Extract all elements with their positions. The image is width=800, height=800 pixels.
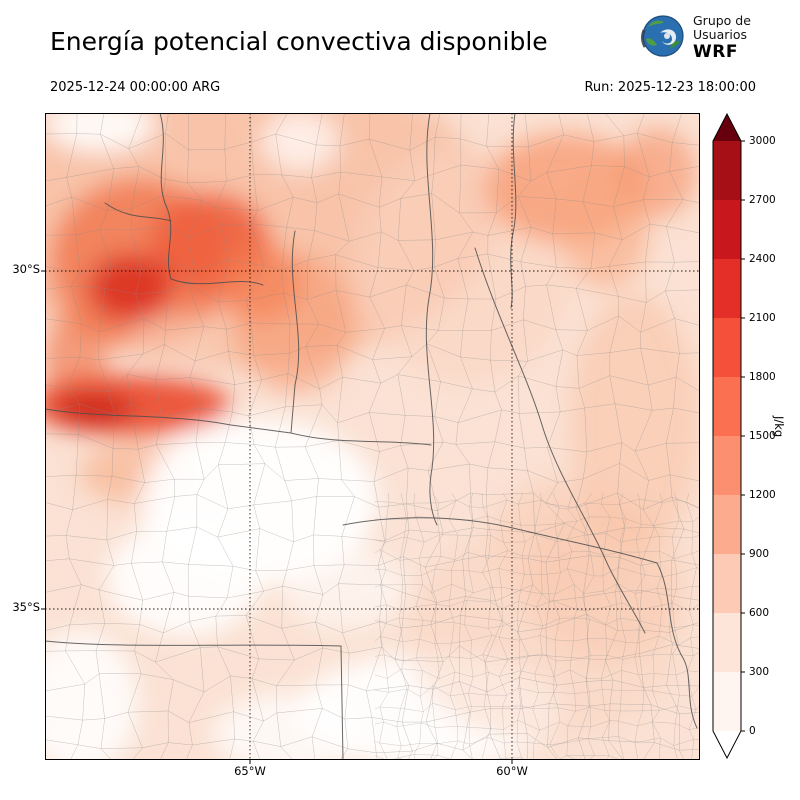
colorbar-tick-label: 2700 <box>749 194 776 206</box>
colorbar: 3000 2700 2400 2100 1800 1500 1200 900 6… <box>712 112 800 760</box>
page-title: Energía potencial convectiva disponible <box>50 27 548 56</box>
colorbar-segment <box>713 259 741 318</box>
lat-label-35s: 35°S <box>12 600 40 614</box>
colorbar-tick-label: 2100 <box>749 312 776 324</box>
valid-time-label: 2025-12-24 00:00:00 ARG <box>50 80 221 95</box>
colorbar-segment <box>713 436 741 495</box>
colorbar-tick-label: 900 <box>749 548 770 560</box>
lon-label-65w: 65°W <box>234 764 266 778</box>
colorbar-over-arrow <box>713 114 741 141</box>
colorbar-segment <box>713 554 741 613</box>
globe-icon <box>641 15 684 57</box>
department-boundaries <box>45 113 700 760</box>
logo-line-wrf: WRF <box>693 42 738 62</box>
colorbar-tick-label: 0 <box>749 725 756 737</box>
lon-label-60w: 60°W <box>496 764 528 778</box>
colorbar-tick-label: 1200 <box>749 489 776 501</box>
colorbar-tick-label: 1500 <box>749 430 776 442</box>
graticule <box>45 113 700 760</box>
logo-line-1: Grupo de <box>693 13 751 28</box>
province-boundaries <box>45 113 698 760</box>
wrf-logo: Grupo de Usuarios WRF <box>640 13 751 62</box>
map-canvas <box>41 113 700 764</box>
lat-label-30s: 30°S <box>12 262 40 276</box>
colorbar-segment <box>713 672 741 731</box>
colorbar-tick-label: 1800 <box>749 371 776 383</box>
colorbar-unit-label: J/kg <box>772 416 786 438</box>
cape-field-layer <box>45 113 700 760</box>
run-time-label: Run: 2025-12-23 18:00:00 <box>584 80 756 95</box>
cape-map-svg <box>41 113 700 764</box>
colorbar-tick-label: 3000 <box>749 135 776 147</box>
colorbar-segment <box>713 200 741 259</box>
logo-text: Grupo de Usuarios WRF <box>693 13 751 62</box>
colorbar-tick-marks <box>741 140 745 732</box>
colorbar-tick-label: 2400 <box>749 253 776 265</box>
colorbar-svg <box>712 112 745 760</box>
colorbar-tick-label: 300 <box>749 666 770 678</box>
map-border <box>45 113 700 760</box>
colorbar-segment <box>713 377 741 436</box>
colorbar-segment <box>713 613 741 672</box>
colorbar-segment <box>713 495 741 554</box>
colorbar-segment <box>713 318 741 377</box>
colorbar-under-arrow <box>713 731 741 758</box>
logo-line-2: Usuarios <box>693 27 748 42</box>
axis-ticks <box>41 270 513 764</box>
colorbar-tick-label: 600 <box>749 607 770 619</box>
colorbar-segment <box>713 141 741 200</box>
